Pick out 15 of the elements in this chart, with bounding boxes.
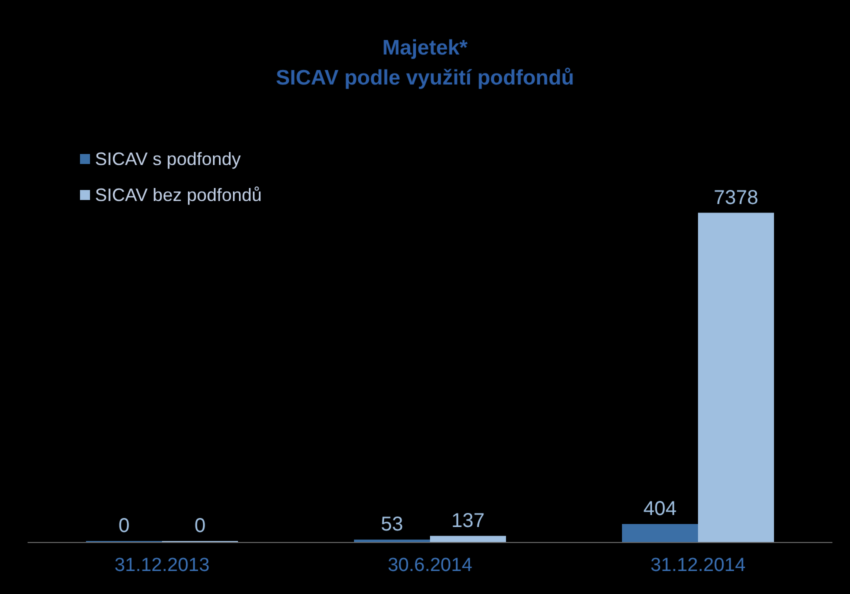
data-label: 404 xyxy=(643,498,677,520)
x-tick-label: 30.6.2014 xyxy=(388,555,473,576)
x-tick-label: 31.12.2014 xyxy=(650,555,746,576)
data-label: 0 xyxy=(118,515,130,537)
bar xyxy=(622,524,698,542)
x-tick-label: 31.12.2013 xyxy=(114,555,210,576)
data-label: 7378 xyxy=(714,186,758,209)
legend-label: SICAV s podfondy xyxy=(95,149,241,169)
chart-title: Majetek* SICAV podle využití podfondů xyxy=(276,36,574,90)
data-label: 0 xyxy=(194,515,206,537)
legend-label: SICAV bez podfondů xyxy=(95,185,262,205)
bar xyxy=(430,536,506,542)
bar xyxy=(698,212,774,542)
data-label: 53 xyxy=(380,514,404,536)
data-label: 137 xyxy=(451,510,485,532)
